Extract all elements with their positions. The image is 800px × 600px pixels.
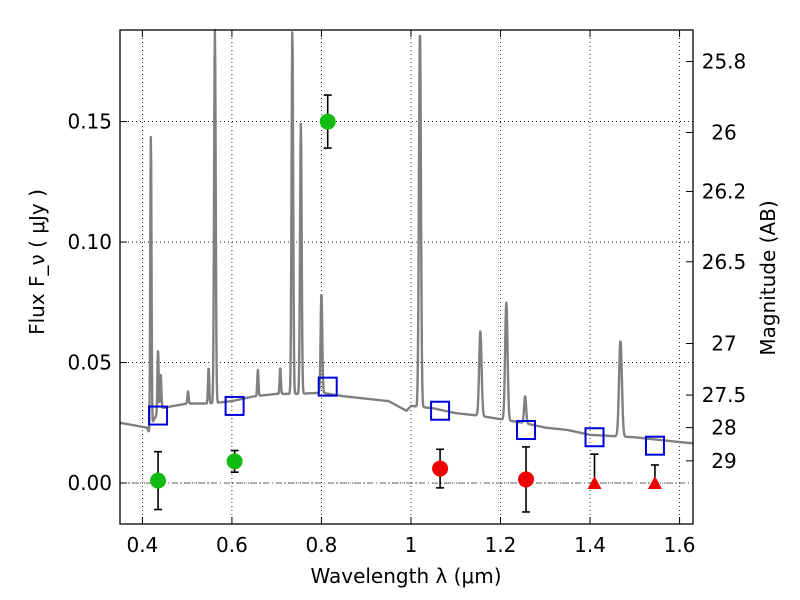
x-tick-label: 1.6 — [664, 533, 696, 557]
right-tick-label: 25.8 — [702, 50, 747, 74]
x-tick-label: 1 — [405, 533, 418, 557]
right-axis-label: Magnitude (AB) — [756, 200, 780, 355]
right-tick-label: 26.5 — [702, 250, 747, 274]
ticks: 0.4 0.6 0.8 1 1.2 1.4 1.6 0.00 0.05 0.10 0.15 25.8 2… — [67, 30, 746, 557]
data-point-square — [644, 435, 665, 456]
right-tick-label: 26.2 — [702, 179, 747, 203]
x-tick-label: 1.2 — [485, 533, 517, 557]
right-tick-label: 27 — [711, 332, 736, 356]
template-spectrum-line — [119, 28, 694, 445]
data-point-square — [224, 395, 245, 416]
data-point-circle — [518, 471, 535, 488]
data-markers — [148, 94, 665, 513]
y-tick-label: 0.00 — [67, 471, 112, 495]
y-tick-label: 0.05 — [67, 351, 112, 375]
data-point-square — [317, 376, 338, 397]
data-point-square — [148, 405, 169, 426]
x-tick-label: 1.4 — [574, 533, 606, 557]
data-point-circle — [226, 453, 243, 470]
x-tick-label: 0.4 — [126, 533, 158, 557]
data-point-triangle — [587, 476, 602, 490]
data-point-square — [516, 420, 537, 441]
y-tick-label: 0.10 — [67, 230, 112, 254]
x-tick-label: 0.6 — [216, 533, 248, 557]
right-tick-label: 28 — [711, 416, 736, 440]
right-tick-label: 27.5 — [702, 383, 747, 407]
data-point-square — [584, 427, 605, 448]
data-point-circle — [432, 460, 449, 477]
y-axis-label: Flux F_ν ( μJy ) — [25, 189, 49, 335]
y-tick-label: 0.15 — [67, 110, 112, 134]
x-axis-label: Wavelength λ (μm) — [310, 564, 501, 588]
data-point-triangle — [647, 476, 662, 490]
x-tick-label: 0.8 — [306, 533, 338, 557]
template-spectrum — [119, 28, 694, 445]
right-tick-label: 26 — [711, 120, 736, 144]
data-point-square — [430, 400, 451, 421]
plot-frame — [119, 29, 694, 525]
right-tick-label: 29 — [711, 449, 736, 473]
data-point-circle — [150, 472, 167, 489]
data-point-circle — [319, 113, 336, 130]
